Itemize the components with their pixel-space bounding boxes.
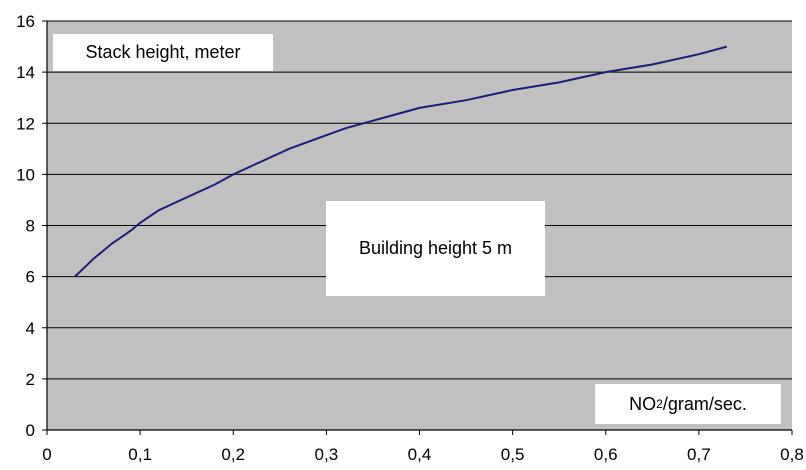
axes [42, 20, 793, 435]
x-tick-label: 0,8 [780, 445, 804, 464]
x-tick-label: 0,6 [594, 445, 618, 464]
x-tick-label: 0,3 [315, 445, 339, 464]
x-tick-label: 0,2 [221, 445, 245, 464]
y-tick-label: 2 [26, 370, 35, 389]
tick-labels: 0 2 4 6 8 10 12 14 16 0 0,1 0,2 0,3 0,4 0,5 0,6 0,7 0,8 [16, 12, 804, 464]
x-tick-label: 0,7 [687, 445, 711, 464]
series-line [74, 45, 728, 278]
y-axis-label: Stack height, meter [53, 34, 273, 71]
x-tick-label: 0,1 [128, 445, 152, 464]
y-tick-label: 10 [16, 165, 35, 184]
y-tick-label: 4 [26, 319, 35, 338]
y-tick-label: 8 [26, 217, 35, 236]
x-axis-label-subscript: 2 [656, 397, 663, 411]
y-tick-label: 12 [16, 114, 35, 133]
y-tick-label: 14 [16, 63, 35, 82]
x-axis-label: NO 2/gram/sec. [595, 384, 781, 424]
y-tick-label: 0 [26, 421, 35, 440]
x-tick-label: 0,4 [408, 445, 432, 464]
x-axis-label-prefix: NO [629, 393, 657, 414]
x-axis-label-suffix: /gram/sec. [662, 393, 747, 414]
y-tick-label: 16 [16, 12, 35, 31]
annotation-building-height: Building height 5 m [326, 201, 545, 296]
x-tick-label: 0 [42, 445, 51, 464]
x-tick-label: 0,5 [501, 445, 525, 464]
y-tick-label: 6 [26, 268, 35, 287]
